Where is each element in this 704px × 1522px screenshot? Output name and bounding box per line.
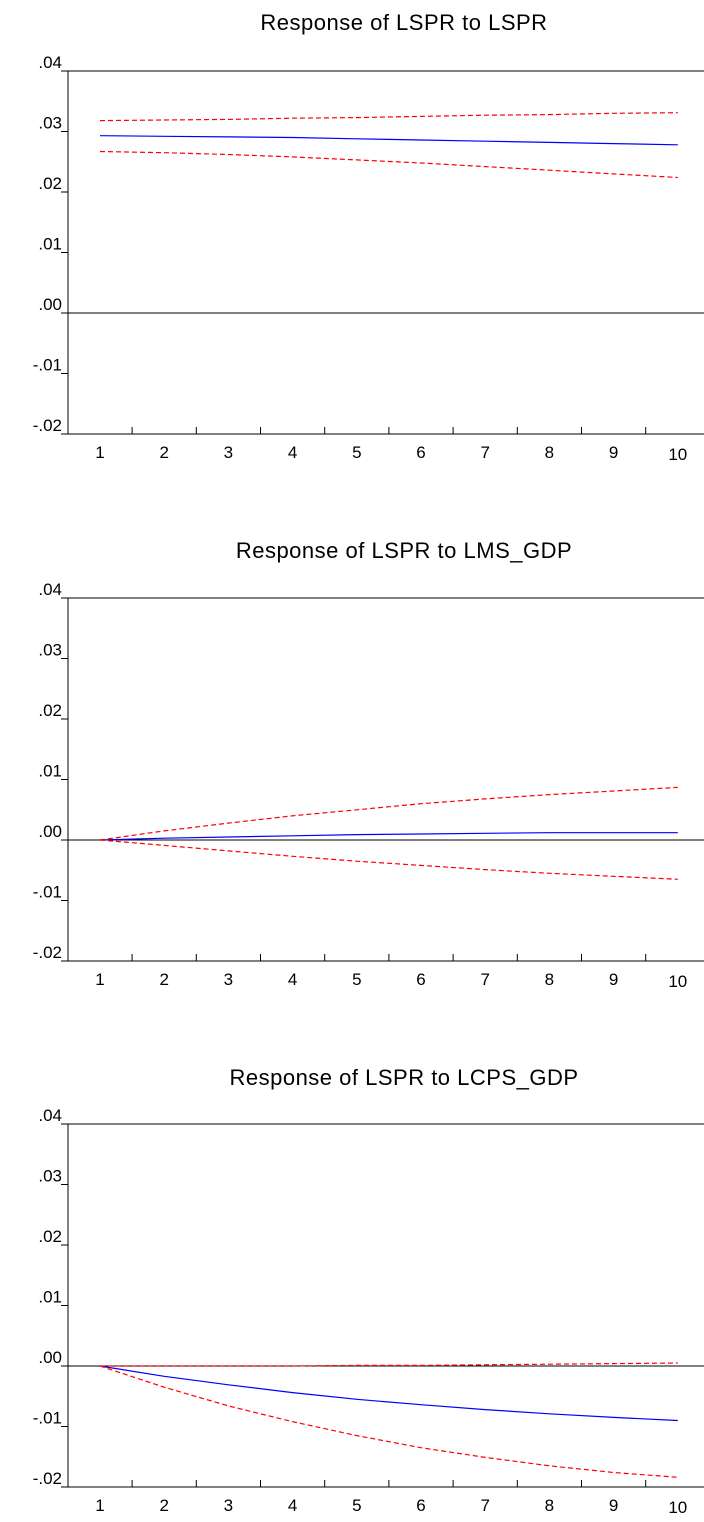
x-tick-label: 10 — [668, 445, 687, 464]
upper-confidence-band — [100, 1362, 678, 1367]
impulse-response-line — [99, 135, 678, 146]
x-tick-label: 4 — [288, 1496, 297, 1515]
y-tick-label: .03 — [38, 641, 62, 660]
y-tick-label: .00 — [38, 822, 62, 841]
y-tick-label: .02 — [38, 174, 62, 193]
x-tick-label: 7 — [480, 1496, 489, 1515]
x-tick-label: 8 — [545, 443, 554, 462]
x-tick-label: 3 — [224, 970, 233, 989]
impulse-response-line — [99, 1365, 678, 1422]
y-tick-label: -.01 — [33, 883, 62, 902]
y-tick-label: -.01 — [33, 356, 62, 375]
upper-confidence-band — [99, 786, 678, 841]
x-tick-label: 1 — [95, 443, 104, 462]
x-tick-label: 1 — [95, 970, 104, 989]
y-tick-label: .04 — [38, 53, 62, 72]
x-tick-label: 6 — [416, 970, 425, 989]
y-tick-label: .02 — [38, 1227, 62, 1246]
y-tick-label: .04 — [38, 1106, 62, 1125]
x-tick-label: 9 — [609, 1496, 618, 1515]
x-tick-label: 7 — [480, 970, 489, 989]
x-tick-label: 3 — [224, 1496, 233, 1515]
y-tick-label: -.02 — [33, 416, 62, 435]
x-tick-label: 5 — [352, 443, 361, 462]
y-tick-label: .00 — [38, 1348, 62, 1367]
lower-confidence-band — [99, 150, 678, 179]
lower-confidence-band — [99, 839, 678, 880]
lower-confidence-band — [99, 1365, 678, 1478]
chart-panel-2: Response of LSPR to LMS_GDP .04 .03 .02 .01.… — [33, 538, 704, 991]
x-tick-label: 8 — [545, 970, 554, 989]
y-tick-label: -.01 — [33, 1409, 62, 1428]
chart-panel-3: Response of LSPR to LCPS_GDP .04 .03 .02 .01… — [33, 1065, 704, 1517]
chart-title: Response of LSPR to LMS_GDP — [236, 538, 572, 563]
x-tick-label: 5 — [352, 970, 361, 989]
chart-title: Response of LSPR to LCPS_GDP — [229, 1065, 578, 1090]
chart-title: Response of LSPR to LSPR — [260, 10, 547, 35]
x-tick-label: 5 — [352, 1496, 361, 1515]
y-tick-label: .01 — [38, 235, 62, 254]
x-tick-label: 7 — [480, 443, 489, 462]
y-tick-label: -.02 — [33, 943, 62, 962]
x-tick-label: 1 — [95, 1496, 104, 1515]
y-tick-label: .04 — [38, 580, 62, 599]
y-tick-label: .01 — [38, 762, 62, 781]
x-tick-label: 9 — [609, 970, 618, 989]
y-tick-label: .03 — [38, 1167, 62, 1186]
x-tick-label: 10 — [668, 972, 687, 991]
x-tick-label: 9 — [609, 443, 618, 462]
chart-panel-1: Response of LSPR to LSPR .04 .03 .02 .01 .00 -… — [33, 10, 704, 464]
x-tick-label: 2 — [159, 443, 168, 462]
y-tick-label: .03 — [38, 114, 62, 133]
y-tick-label: .01 — [38, 1288, 62, 1307]
y-tick-label: -.02 — [33, 1469, 62, 1488]
upper-confidence-band — [99, 112, 678, 122]
x-tick-label: 6 — [416, 1496, 425, 1515]
x-tick-label: 4 — [288, 970, 297, 989]
x-tick-label: 10 — [668, 1498, 687, 1517]
x-tick-label: 4 — [288, 443, 297, 462]
impulse-response-line — [99, 832, 678, 841]
x-tick-label: 3 — [224, 443, 233, 462]
x-tick-label: 8 — [545, 1496, 554, 1515]
y-tick-label: .02 — [38, 701, 62, 720]
x-tick-label: 2 — [159, 970, 168, 989]
y-tick-label: .00 — [38, 295, 62, 314]
x-tick-label: 2 — [159, 1496, 168, 1515]
x-tick-label: 6 — [416, 443, 425, 462]
